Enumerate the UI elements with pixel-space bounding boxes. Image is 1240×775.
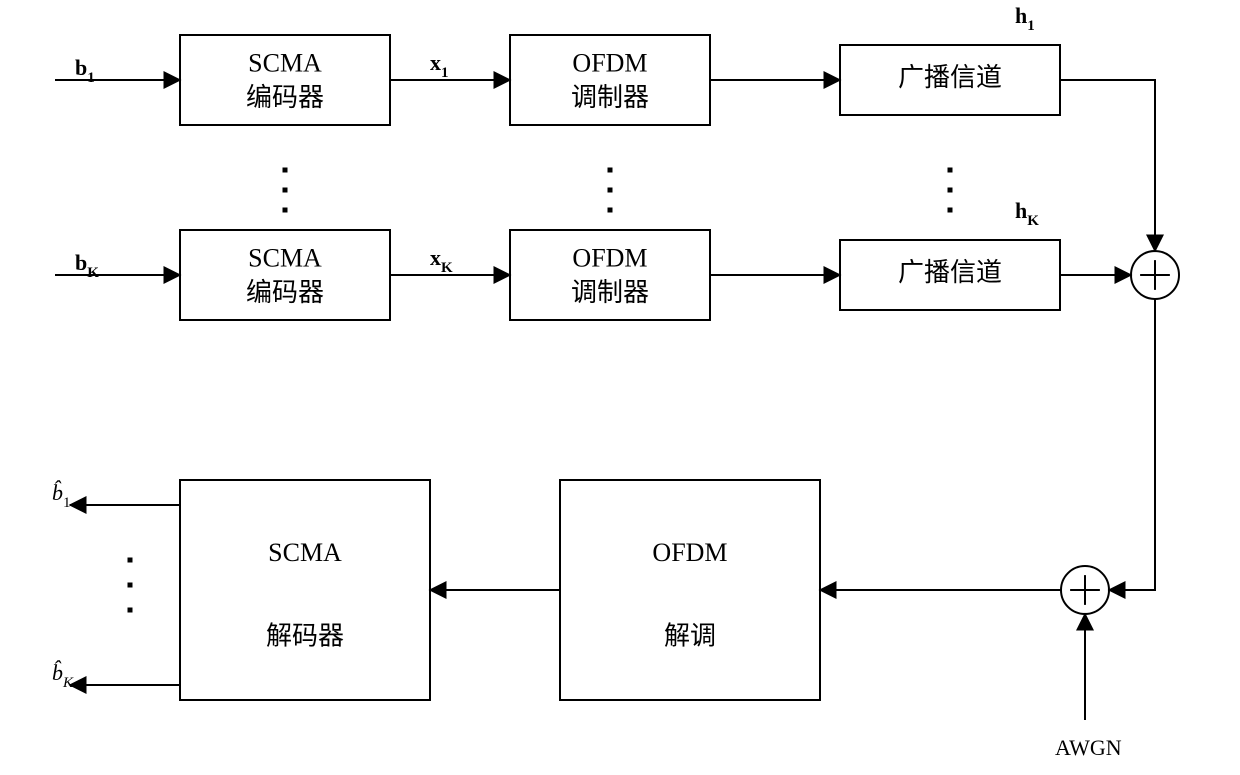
demod-label-2: 解调 [664, 621, 716, 650]
vdots-3 [128, 558, 133, 563]
ch1-label: 广播信道 [898, 63, 1002, 92]
edge-6 [1060, 80, 1155, 251]
label-awgn: AWGN [1055, 735, 1122, 760]
modK-label-2: 调制器 [571, 278, 649, 307]
label-b1: b1 [75, 55, 95, 86]
vdots-3 [128, 583, 133, 588]
dec-label-1: SCMA [268, 538, 342, 567]
label-xK: xK [430, 245, 453, 276]
enc1-label-2: 编码器 [246, 83, 324, 112]
vdots-2 [948, 168, 953, 173]
vdots-0 [283, 188, 288, 193]
vdots-3 [128, 608, 133, 613]
dec-box [180, 480, 430, 700]
label-h1: h1 [1015, 3, 1035, 34]
vdots-2 [948, 188, 953, 193]
chK-label: 广播信道 [898, 258, 1002, 287]
encK-label-2: 编码器 [246, 278, 324, 307]
edge-8 [1109, 299, 1155, 590]
label-bhat1: b̂1 [52, 480, 71, 511]
label-bhatK: b̂K [52, 660, 74, 691]
mod1-label-2: 调制器 [571, 83, 649, 112]
vdots-1 [608, 208, 613, 213]
demod-box [560, 480, 820, 700]
dec-label-2: 解码器 [266, 621, 344, 650]
label-hK: hK [1015, 198, 1039, 229]
vdots-2 [948, 208, 953, 213]
vdots-0 [283, 168, 288, 173]
vdots-0 [283, 208, 288, 213]
vdots-1 [608, 188, 613, 193]
label-x1: x1 [430, 50, 449, 81]
enc1-label-1: SCMA [248, 49, 322, 78]
demod-label-1: OFDM [652, 538, 727, 567]
modK-label-1: OFDM [572, 244, 647, 273]
vdots-1 [608, 168, 613, 173]
label-bK: bK [75, 250, 99, 281]
mod1-label-1: OFDM [572, 49, 647, 78]
encK-label-1: SCMA [248, 244, 322, 273]
